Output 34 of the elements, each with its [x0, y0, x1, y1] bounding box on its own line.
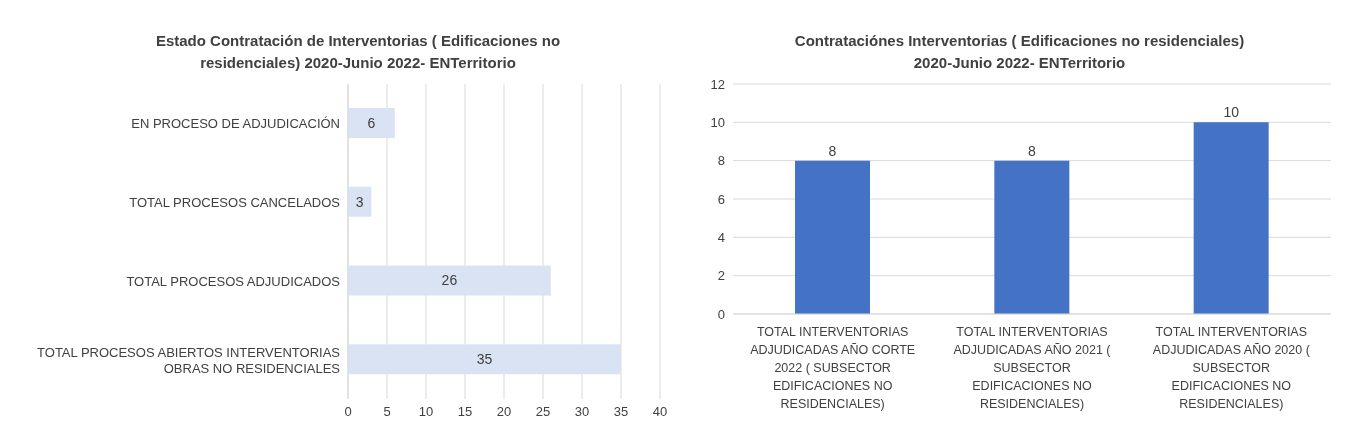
x-tick-label: 30 [574, 404, 590, 420]
chart-title: Estado Contratación de Interventorias ( Edificaciones no residenciales) 2020-Junio 2022- ENTerritorio [154, 31, 562, 73]
data-label: 26 [441, 272, 458, 289]
data-label: 8 [828, 142, 837, 159]
y-tick-label: EN PROCESO DE ADJUDICACIÓN [131, 115, 340, 131]
data-label: 6 [367, 114, 376, 131]
x-tick-label: 10 [418, 404, 434, 420]
x-tick-label: 40 [652, 404, 668, 420]
x-tick-label: 5 [383, 404, 391, 420]
y-tick-label: TOTAL PROCESOS ABIERTOS INTERVENTORIAS OBRAS NO RESIDENCIALES [37, 344, 341, 376]
bar [348, 108, 395, 138]
y-tick-label: TOTAL PROCESOS CANCELADOS [129, 194, 341, 210]
y-tick-label: 10 [710, 114, 725, 130]
y-tick-label: 8 [717, 153, 725, 169]
data-label: 10 [1223, 104, 1240, 121]
x-tick-label: 25 [535, 404, 551, 420]
x-tick-label: 35 [613, 404, 629, 420]
data-label: 3 [355, 193, 364, 210]
x-tick-label: 0 [344, 404, 352, 420]
y-tick-label: TOTAL PROCESOS ADJUDICADOS [126, 273, 341, 289]
x-tick-label: 20 [496, 404, 512, 420]
bar [348, 265, 551, 296]
x-tick-label: 15 [457, 404, 473, 420]
x-tick-label: TOTAL INTERVENTORIAS ADJUDICADAS AÑO 2020 ( SUBSECTOR EDIFICACIONES NO RESIDENCIALES) [1152, 325, 1311, 411]
y-tick-label: 6 [717, 191, 725, 207]
bar [348, 344, 621, 375]
chart-title: Contrataciónes Interventorias ( Edificaciones no residenciales) 2020-Junio 2022- ENTerritorio [793, 31, 1246, 73]
y-tick-label: 2 [717, 268, 725, 284]
x-tick-label: TOTAL INTERVENTORIAS ADJUDICADAS AÑO CORTE 2022 ( SUBSECTOR EDIFICACIONES NO RESIDENCIALES) [750, 325, 916, 411]
x-tick-label: TOTAL INTERVENTORIAS ADJUDICADAS AÑO 2021 ( SUBSECTOR EDIFICACIONES NO RESIDENCIALES) [953, 325, 1112, 411]
y-tick-label: 12 [710, 76, 725, 92]
y-tick-label: 4 [717, 229, 725, 245]
data-label: 8 [1027, 142, 1036, 159]
y-tick-label: 0 [717, 306, 725, 322]
